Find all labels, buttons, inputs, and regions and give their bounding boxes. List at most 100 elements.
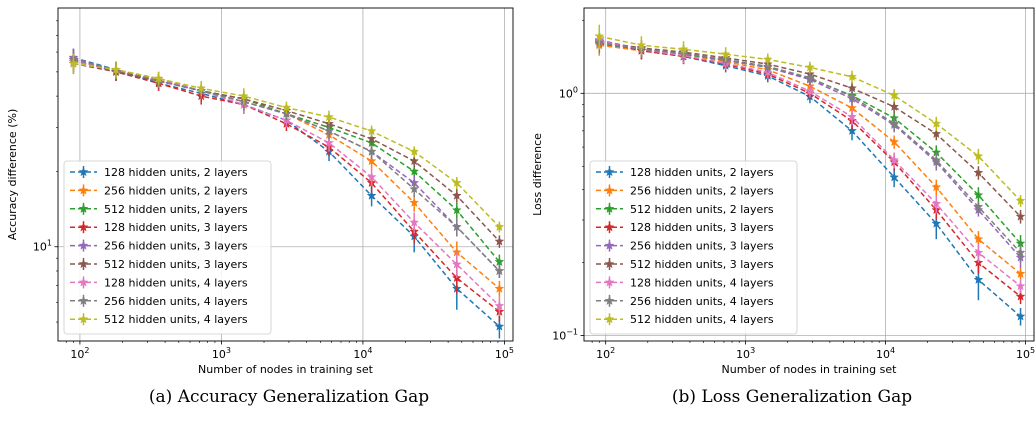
x-tick-exp: 5 bbox=[509, 346, 514, 355]
caption-accuracy: (a) Accuracy Generalization Gap bbox=[149, 387, 429, 407]
data-point bbox=[720, 49, 731, 59]
legend-label: 256 hidden units, 2 layers bbox=[630, 184, 774, 197]
legend: 128 hidden units, 2 layers 256 hidden uni… bbox=[589, 160, 798, 335]
x-tick-base: 10 bbox=[212, 348, 226, 361]
legend-marker bbox=[78, 221, 89, 232]
legend-label: 512 hidden units, 4 layers bbox=[104, 313, 248, 326]
data-point bbox=[494, 283, 505, 293]
legend-item: 512 hidden units, 3 layers bbox=[596, 258, 774, 271]
x-tick-exp: 4 bbox=[367, 346, 372, 355]
data-point bbox=[366, 125, 377, 136]
data-point bbox=[111, 64, 121, 74]
data-point bbox=[973, 274, 984, 284]
data-point bbox=[889, 118, 900, 128]
data-point bbox=[68, 58, 79, 68]
data-point bbox=[594, 31, 605, 41]
legend-box bbox=[63, 160, 272, 335]
data-point bbox=[153, 73, 164, 83]
data-point bbox=[1015, 211, 1026, 221]
legend-label: 512 hidden units, 3 layers bbox=[630, 258, 774, 271]
x-tick-label: 102 bbox=[70, 346, 89, 361]
data-point bbox=[889, 154, 900, 165]
legend-item: 512 hidden units, 2 layers bbox=[70, 202, 248, 216]
y-tick-base: 10 bbox=[33, 241, 47, 254]
legend-marker bbox=[604, 185, 615, 195]
data-point bbox=[678, 44, 689, 54]
y-axis-label: Loss difference bbox=[531, 133, 544, 216]
series-9 bbox=[68, 53, 505, 233]
data-point bbox=[973, 201, 984, 212]
legend-item: 128 hidden units, 4 layers bbox=[70, 276, 248, 289]
legend-item: 512 hidden units, 3 layers bbox=[70, 258, 248, 271]
series-line bbox=[599, 44, 1021, 275]
axes-frame bbox=[57, 7, 514, 342]
x-tick-exp: 3 bbox=[226, 346, 231, 355]
legend-item: 256 hidden units, 3 layers bbox=[596, 239, 774, 253]
legend-label: 512 hidden units, 3 layers bbox=[104, 258, 248, 271]
data-point bbox=[889, 101, 900, 111]
x-tick-label: 102 bbox=[596, 346, 615, 361]
series-line bbox=[73, 58, 500, 313]
legend-marker bbox=[604, 203, 615, 214]
data-point bbox=[196, 83, 207, 93]
data-point bbox=[889, 136, 900, 147]
y-tick-label: 101 bbox=[33, 239, 52, 254]
data-point bbox=[409, 217, 420, 227]
x-tick-exp: 5 bbox=[1030, 346, 1035, 355]
legend-marker bbox=[78, 313, 89, 324]
series-line bbox=[599, 41, 1022, 254]
data-point bbox=[931, 198, 942, 209]
x-tick-base: 10 bbox=[1016, 348, 1030, 361]
data-point bbox=[366, 155, 377, 166]
x-tick-base: 10 bbox=[495, 348, 509, 361]
data-point bbox=[494, 265, 505, 276]
data-point bbox=[973, 167, 984, 177]
data-point bbox=[451, 177, 462, 188]
data-point bbox=[889, 90, 900, 100]
data-point bbox=[324, 111, 334, 122]
data-point bbox=[847, 125, 857, 136]
y-tick-exp: 1 bbox=[47, 239, 52, 248]
data-point bbox=[1015, 247, 1026, 257]
legend-label: 256 hidden units, 3 layers bbox=[104, 240, 248, 253]
x-tick-base: 10 bbox=[736, 348, 750, 361]
legend-label: 256 hidden units, 4 layers bbox=[104, 295, 248, 308]
data-point bbox=[973, 189, 984, 200]
x-tick-label: 103 bbox=[212, 346, 231, 361]
data-point bbox=[1015, 280, 1026, 291]
legend-marker bbox=[604, 240, 615, 250]
legend-label: 128 hidden units, 2 layers bbox=[104, 166, 248, 179]
legend-item: 256 hidden units, 4 layers bbox=[70, 294, 248, 308]
data-point bbox=[451, 204, 462, 215]
data-point bbox=[409, 166, 420, 176]
data-point bbox=[238, 90, 249, 101]
data-point bbox=[366, 171, 377, 182]
data-point bbox=[324, 125, 334, 136]
legend-marker bbox=[78, 203, 89, 214]
x-axis-label: Number of nodes in training set bbox=[198, 363, 374, 376]
data-point bbox=[451, 190, 462, 200]
data-point bbox=[494, 256, 505, 267]
legend-label: 128 hidden units, 3 layers bbox=[630, 221, 774, 234]
x-tick-base: 10 bbox=[70, 348, 84, 361]
y-tick-base: 10 bbox=[552, 330, 566, 343]
y-tick-label: 100 bbox=[559, 85, 578, 100]
data-point bbox=[931, 118, 942, 128]
y-tick-exp: −1 bbox=[566, 328, 578, 337]
legend-marker bbox=[78, 295, 89, 306]
data-point bbox=[762, 61, 773, 71]
data-point bbox=[973, 233, 984, 244]
data-point bbox=[451, 221, 462, 232]
legend-label: 256 hidden units, 4 layers bbox=[630, 295, 774, 308]
data-point bbox=[889, 172, 900, 182]
data-point bbox=[847, 91, 857, 101]
x-tick-label: 104 bbox=[876, 346, 895, 361]
axes-frame bbox=[583, 7, 1035, 342]
x-tick-exp: 2 bbox=[610, 346, 615, 355]
data-point bbox=[366, 190, 377, 200]
legend-marker bbox=[78, 240, 89, 250]
y-tick-base: 10 bbox=[559, 87, 573, 100]
